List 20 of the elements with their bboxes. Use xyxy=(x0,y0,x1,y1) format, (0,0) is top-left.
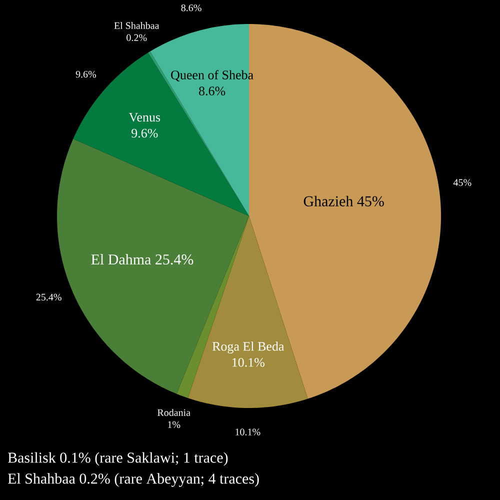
text: 8.6% xyxy=(181,4,202,12)
slice-label: El Shahbaa xyxy=(114,22,160,30)
data-label: 0.2% xyxy=(126,34,147,42)
slice-label: Venus xyxy=(128,112,160,122)
data-label: 10.1% xyxy=(232,358,264,367)
data-label: 25.4% xyxy=(156,254,194,265)
slice-label: Roga El Beda xyxy=(212,342,284,354)
data-label: 8.6% xyxy=(199,86,226,96)
slice-label: El Dahma xyxy=(91,254,151,265)
text: 10.1% xyxy=(236,428,260,436)
slice-label: Rodania xyxy=(157,408,190,416)
slice-label: Ghazieh xyxy=(304,196,354,206)
data-label: 1% xyxy=(168,421,180,428)
text: El Shahbaa 0.2% (rare Abeyyan; 4 traces) xyxy=(8,473,259,487)
text: 9.6% xyxy=(76,70,96,78)
text: Basilisk 0.1% (rare Saklawi; 1 trace) xyxy=(8,452,228,466)
text: 45% xyxy=(453,179,472,186)
data-label: 45% xyxy=(357,196,384,206)
data-label: 9.6% xyxy=(132,128,158,138)
text: 25.4% xyxy=(36,294,62,301)
